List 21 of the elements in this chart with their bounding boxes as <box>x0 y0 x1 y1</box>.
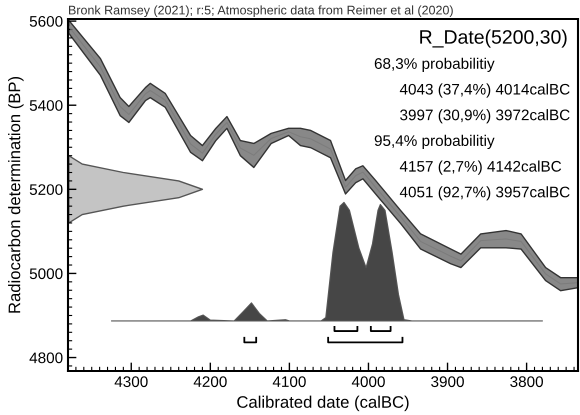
x-tick-label: 4300 <box>114 376 148 388</box>
annotation: 4043 (37,4%) 4014calBC <box>400 83 570 98</box>
y-tick-label: 5400 <box>30 100 63 111</box>
x-tick-label: 3800 <box>510 376 543 388</box>
y-axis-title: Radiocarbon determination (BP) <box>8 76 24 313</box>
text: Bronk Ramsey (2021); r:5; Atmospheric data from Reimer et al (2020) <box>69 5 453 17</box>
x-tick-label: 4200 <box>194 376 227 388</box>
annotation: 95,4% probabilitiy <box>374 134 495 150</box>
y-tick-label: 5600 <box>30 16 63 27</box>
y-tick-label: 4800 <box>30 352 63 364</box>
annotation: 3997 (30,9%) 3972calBC <box>400 109 570 124</box>
text: R_Date(5200,30) <box>420 30 567 48</box>
x-axis-title: Calibrated date (calBC) <box>237 396 409 412</box>
x-tick-label: 3900 <box>431 376 464 388</box>
y-tick-label: 5000 <box>30 268 63 280</box>
x-tick-label: 4000 <box>352 376 385 388</box>
x-tick-label: 4100 <box>272 376 306 388</box>
y-tick-label: 5200 <box>30 184 63 196</box>
annotation: 4051 (92,7%) 3957calBC <box>400 186 570 200</box>
annotation: 4157 (2,7%) 4142calBC <box>400 160 562 175</box>
annotation: 68,3% probabilitiy <box>374 58 495 72</box>
